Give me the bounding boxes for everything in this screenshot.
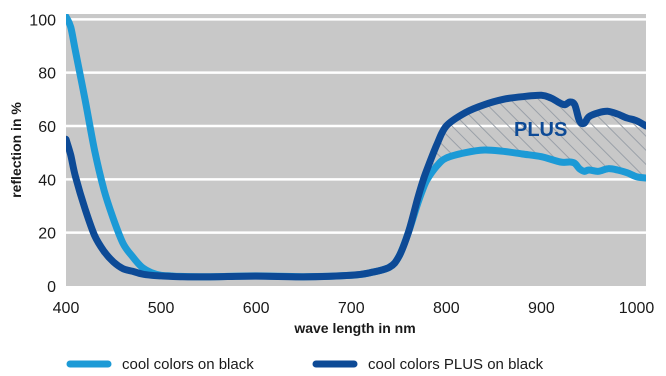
legend-label-cool-colors-plus: cool colors PLUS on black bbox=[368, 356, 544, 373]
x-tick-label: 700 bbox=[338, 300, 365, 317]
x-tick-label: 500 bbox=[148, 300, 175, 317]
y-tick-label: 20 bbox=[38, 226, 56, 243]
y-tick-label: 60 bbox=[38, 119, 56, 136]
series-lines bbox=[66, 14, 646, 281]
x-tick-label: 600 bbox=[243, 300, 270, 317]
x-tick-label: 1000 bbox=[619, 300, 655, 317]
y-tick-label: 40 bbox=[38, 172, 56, 189]
x-tick-label: 900 bbox=[528, 300, 555, 317]
x-axis-ticks: 400 500 600 700 800 900 1000 bbox=[53, 300, 655, 317]
y-axis-title: reflection in % bbox=[8, 102, 24, 198]
series-line-cool-colors-plus bbox=[66, 91, 646, 281]
y-tick-label: 80 bbox=[38, 66, 56, 83]
x-axis-title: wave length in nm bbox=[293, 320, 415, 336]
y-tick-label: 100 bbox=[29, 12, 56, 29]
y-tick-label: 0 bbox=[47, 279, 56, 296]
x-tick-label: 800 bbox=[433, 300, 460, 317]
legend: cool colors on black cool colors PLUS on… bbox=[66, 356, 544, 373]
legend-label-cool-colors: cool colors on black bbox=[122, 356, 254, 373]
y-axis-ticks: 0 20 40 60 80 100 bbox=[29, 12, 56, 296]
plus-annotation: PLUS bbox=[514, 119, 567, 141]
x-tick-label: 400 bbox=[53, 300, 80, 317]
